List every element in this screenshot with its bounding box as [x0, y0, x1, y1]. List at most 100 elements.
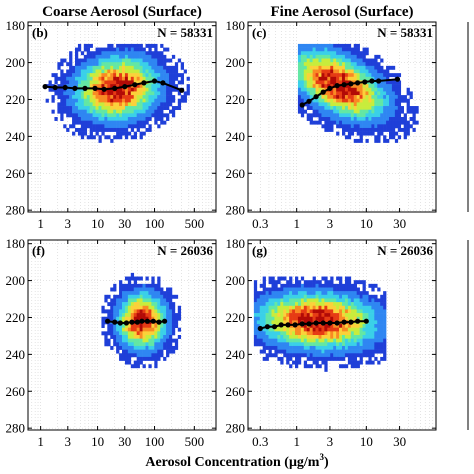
heatmap-cell: [344, 342, 349, 347]
heatmap-cell: [356, 98, 360, 103]
heatmap-cell: [127, 124, 132, 129]
heatmap-cell: [283, 283, 287, 288]
heatmap-cell: [312, 113, 316, 118]
heatmap-cell: [359, 73, 363, 78]
heatmap-cell: [312, 349, 316, 354]
heatmap-cell: [353, 73, 357, 78]
heatmap-cell: [66, 84, 70, 89]
heatmap-cell: [383, 124, 387, 129]
heatmap-cell: [122, 327, 126, 332]
heatmap-cell: [374, 316, 378, 321]
heatmap-cell: [122, 120, 126, 125]
heatmap-cell: [297, 313, 302, 318]
heatmap-cell: [347, 287, 352, 292]
heatmap-cell: [127, 106, 132, 110]
heatmap-cell: [177, 305, 182, 310]
heatmap-cell: [95, 113, 99, 118]
heatmap-cell: [359, 342, 363, 347]
heatmap-cell: [289, 287, 293, 292]
heatmap-cell: [80, 127, 85, 132]
heatmap-cell: [268, 294, 272, 299]
heatmap-cell: [289, 294, 293, 299]
heatmap-cell: [342, 127, 346, 132]
heatmap-cell: [300, 80, 305, 85]
heatmap-cell: [365, 98, 369, 103]
heatmap-cell: [157, 276, 161, 281]
heatmap-cell: [151, 51, 155, 56]
heatmap-cell: [374, 324, 378, 328]
fit-point: [327, 320, 333, 326]
heatmap-cell: [277, 345, 281, 350]
heatmap-cell: [350, 120, 355, 125]
heatmap-cell: [151, 353, 155, 358]
heatmap-cell: [300, 331, 305, 336]
heatmap-cell: [377, 127, 381, 132]
heatmap-cell: [327, 316, 331, 321]
heatmap-cell: [330, 117, 334, 121]
heatmap-cell: [386, 102, 390, 107]
heatmap-cell: [166, 349, 170, 354]
heatmap-cell: [342, 364, 346, 369]
heatmap-cell: [365, 117, 369, 121]
heatmap-cell: [283, 305, 287, 310]
heatmap-cell: [312, 302, 316, 307]
heatmap-cell: [371, 360, 375, 365]
heatmap-cell: [271, 335, 275, 339]
heatmap-cell: [92, 73, 96, 78]
heatmap-cell: [324, 117, 328, 121]
heatmap-cell: [259, 283, 263, 288]
heatmap-cell: [309, 291, 313, 296]
heatmap-cell: [330, 76, 334, 81]
heatmap-cell: [72, 124, 76, 129]
heatmap-cell: [107, 43, 111, 48]
heatmap-cell: [104, 62, 108, 67]
fit-point: [376, 78, 382, 84]
heatmap-cell: [110, 69, 114, 74]
heatmap-cell: [380, 80, 384, 85]
heatmap-cell: [312, 84, 316, 89]
fit-point: [320, 89, 326, 95]
heatmap-cell: [339, 73, 343, 78]
heatmap-cell: [86, 113, 90, 118]
heatmap-cell: [157, 291, 161, 296]
heatmap-cell: [377, 109, 381, 114]
heatmap-cell: [336, 76, 340, 81]
heatmap-cell: [318, 98, 322, 103]
heatmap-cell: [330, 291, 334, 296]
heatmap-cell: [169, 331, 173, 336]
heatmap-cell: [154, 98, 158, 103]
heatmap-cell: [280, 316, 284, 321]
heatmap-cell: [318, 291, 322, 296]
heatmap-cell: [160, 73, 164, 78]
heatmap-cell: [136, 298, 140, 303]
heatmap-cell: [365, 76, 369, 81]
heatmap-cell: [148, 327, 152, 332]
heatmap-cell: [124, 338, 129, 343]
heatmap-cell: [368, 76, 372, 81]
heatmap-cell: [75, 73, 79, 78]
heatmap-cell: [309, 76, 313, 81]
heatmap-cell: [130, 91, 135, 96]
heatmap-cell: [315, 73, 319, 78]
fit-point: [292, 322, 298, 328]
heatmap-cell: [130, 283, 135, 288]
heatmap-cell: [386, 109, 390, 114]
heatmap-cell: [365, 305, 369, 310]
heatmap-cell: [362, 345, 366, 350]
heatmap-cell: [353, 76, 357, 81]
heatmap-cell: [124, 43, 129, 48]
heatmap-cell: [166, 335, 170, 339]
x-tick-label: 30: [393, 434, 406, 449]
heatmap-cell: [89, 43, 93, 48]
heatmap-cell: [397, 91, 402, 96]
heatmap-cell: [166, 287, 170, 292]
heatmap-cell: [145, 349, 149, 354]
heatmap-cell: [271, 353, 275, 358]
heatmap-cell: [104, 84, 108, 89]
fit-point: [369, 78, 375, 84]
heatmap-cell: [133, 280, 137, 285]
heatmap-cell: [169, 342, 173, 347]
heatmap-cell: [69, 58, 73, 63]
heatmap-cell: [309, 342, 313, 347]
heatmap-cell: [110, 62, 114, 67]
